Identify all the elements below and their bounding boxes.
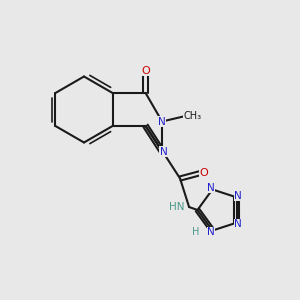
Text: H: H	[192, 227, 200, 237]
Text: HN: HN	[169, 202, 184, 212]
Text: O: O	[141, 65, 150, 76]
Text: O: O	[200, 167, 208, 178]
Text: N: N	[234, 219, 242, 229]
Text: N: N	[207, 183, 215, 193]
Text: CH₃: CH₃	[184, 110, 202, 121]
Text: N: N	[234, 191, 242, 201]
Text: N: N	[207, 227, 215, 237]
Text: N: N	[160, 146, 167, 157]
Text: N: N	[158, 116, 166, 127]
